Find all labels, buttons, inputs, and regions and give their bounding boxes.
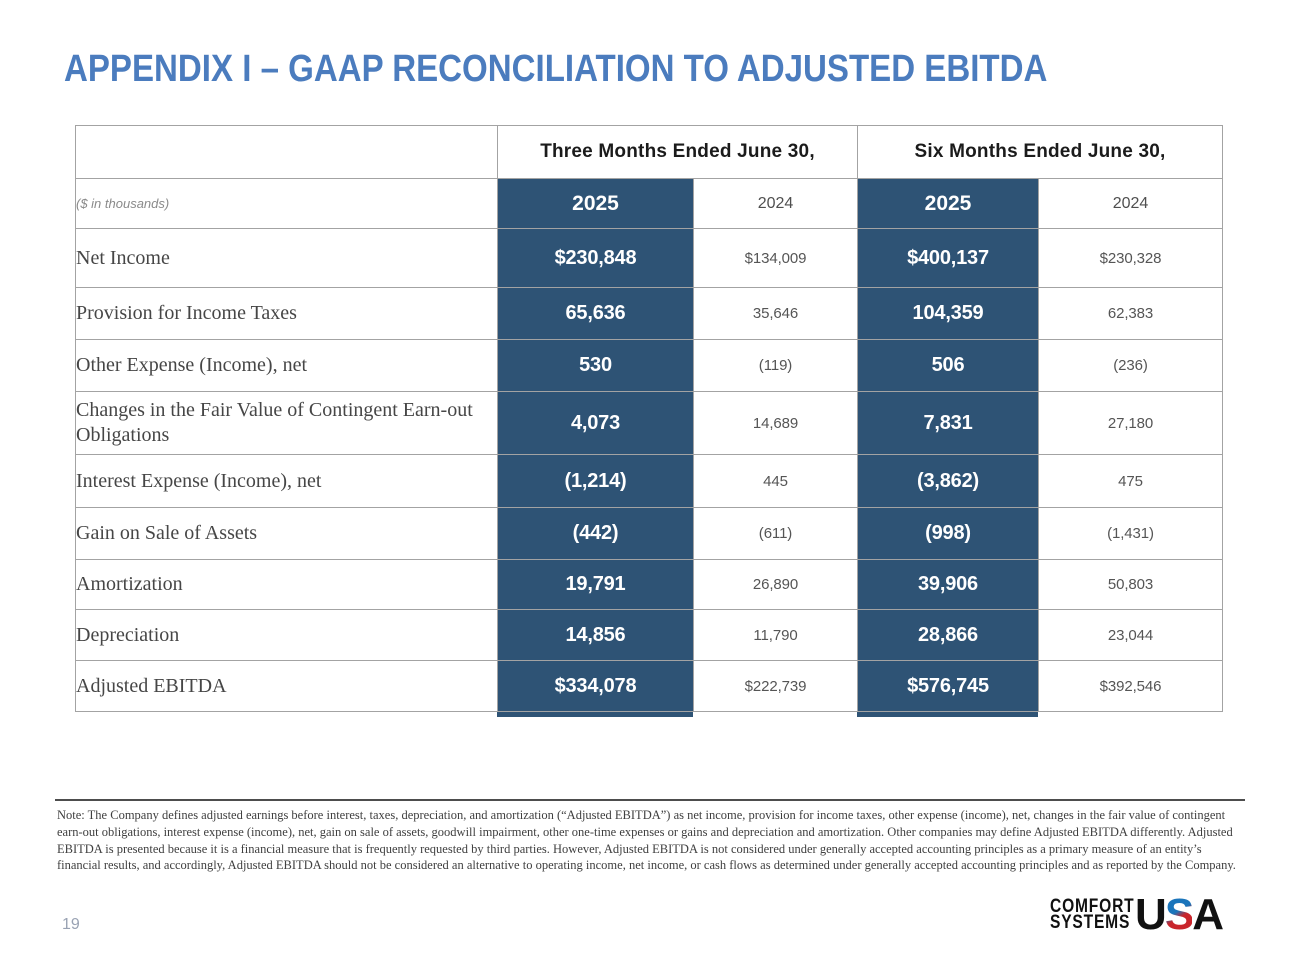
unit-note: ($ in thousands) xyxy=(75,178,498,229)
row-label: Other Expense (Income), net xyxy=(75,339,498,392)
blue-column-overhang xyxy=(497,712,693,717)
value-cell: 11,790 xyxy=(693,609,858,661)
blue-column-overhang xyxy=(857,712,1038,717)
row-label: Interest Expense (Income), net xyxy=(75,454,498,508)
table-group-header-row: Three Months Ended June 30, Six Months E… xyxy=(75,125,1223,179)
reconciliation-table: Three Months Ended June 30, Six Months E… xyxy=(75,125,1223,712)
value-cell: 65,636 xyxy=(497,287,694,340)
table-corner-cell xyxy=(75,125,498,179)
value-cell: 445 xyxy=(693,454,858,508)
table-row-gain-on-sale: Gain on Sale of Assets (442) (611) (998)… xyxy=(75,507,1223,560)
row-label: Amortization xyxy=(75,559,498,610)
group-header-six-months: Six Months Ended June 30, xyxy=(857,125,1223,179)
group-header-three-months: Three Months Ended June 30, xyxy=(497,125,858,179)
value-cell: $576,745 xyxy=(857,660,1039,712)
table-row-other-expense: Other Expense (Income), net 530 (119) 50… xyxy=(75,339,1223,392)
value-cell: 50,803 xyxy=(1038,559,1223,610)
row-label: Net Income xyxy=(75,228,498,288)
year-header-2025-six-months: 2025 xyxy=(857,178,1039,229)
value-cell: 506 xyxy=(857,339,1039,392)
comfort-systems-usa-logo: COMFORT SYSTEMS USA xyxy=(1050,893,1224,937)
reconciliation-table-container: Three Months Ended June 30, Six Months E… xyxy=(75,125,1223,717)
value-cell: (1,431) xyxy=(1038,507,1223,560)
value-cell: (998) xyxy=(857,507,1039,560)
value-cell: 39,906 xyxy=(857,559,1039,610)
page-title: APPENDIX I – GAAP RECONCILIATION TO ADJU… xyxy=(64,48,1048,90)
value-cell: 26,890 xyxy=(693,559,858,610)
value-cell: 28,866 xyxy=(857,609,1039,661)
logo-usa-text: USA xyxy=(1135,893,1224,937)
value-cell: 19,791 xyxy=(497,559,694,610)
value-cell: (611) xyxy=(693,507,858,560)
row-label: Changes in the Fair Value of Contingent … xyxy=(75,391,498,455)
value-cell: (3,862) xyxy=(857,454,1039,508)
footnote-text: Note: The Company defines adjusted earni… xyxy=(57,808,1236,873)
year-header-2024-six-months: 2024 xyxy=(1038,178,1223,229)
value-cell: 104,359 xyxy=(857,287,1039,340)
logo-usa-a: A xyxy=(1192,890,1224,939)
value-cell: 14,856 xyxy=(497,609,694,661)
table-row-amortization: Amortization 19,791 26,890 39,906 50,803 xyxy=(75,559,1223,610)
page-number: 19 xyxy=(62,916,80,933)
value-cell: $400,137 xyxy=(857,228,1039,288)
logo-wordmark: COMFORT SYSTEMS xyxy=(1050,896,1135,933)
value-cell: 27,180 xyxy=(1038,391,1223,455)
logo-usa-u: U xyxy=(1135,890,1167,939)
value-cell: $334,078 xyxy=(497,660,694,712)
logo-word-comfort: COMFORT xyxy=(1050,896,1135,917)
value-cell: (236) xyxy=(1038,339,1223,392)
value-cell: (119) xyxy=(693,339,858,392)
value-cell: 35,646 xyxy=(693,287,858,340)
value-cell: $222,739 xyxy=(693,660,858,712)
value-cell: 475 xyxy=(1038,454,1223,508)
logo-usa-swirl-s-icon: S xyxy=(1164,890,1194,939)
value-cell: $230,848 xyxy=(497,228,694,288)
value-cell: 530 xyxy=(497,339,694,392)
value-cell: 14,689 xyxy=(693,391,858,455)
value-cell: $134,009 xyxy=(693,228,858,288)
table-row-contingent-earnout: Changes in the Fair Value of Contingent … xyxy=(75,391,1223,455)
table-year-header-row: ($ in thousands) 2025 2024 2025 2024 xyxy=(75,178,1223,229)
value-cell: $230,328 xyxy=(1038,228,1223,288)
table-row-adjusted-ebitda: Adjusted EBITDA $334,078 $222,739 $576,7… xyxy=(75,660,1223,712)
table-row-depreciation: Depreciation 14,856 11,790 28,866 23,044 xyxy=(75,609,1223,661)
table-row-interest-expense: Interest Expense (Income), net (1,214) 4… xyxy=(75,454,1223,508)
row-label: Gain on Sale of Assets xyxy=(75,507,498,560)
value-cell: 62,383 xyxy=(1038,287,1223,340)
table-row-net-income: Net Income $230,848 $134,009 $400,137 $2… xyxy=(75,228,1223,288)
row-label: Depreciation xyxy=(75,609,498,661)
row-label: Provision for Income Taxes xyxy=(75,287,498,340)
footer-divider-line xyxy=(55,799,1245,801)
value-cell: $392,546 xyxy=(1038,660,1223,712)
value-cell: (442) xyxy=(497,507,694,560)
year-header-2025-three-months: 2025 xyxy=(497,178,694,229)
value-cell: 23,044 xyxy=(1038,609,1223,661)
row-label: Adjusted EBITDA xyxy=(75,660,498,712)
table-row-provision-income-taxes: Provision for Income Taxes 65,636 35,646… xyxy=(75,287,1223,340)
value-cell: (1,214) xyxy=(497,454,694,508)
value-cell: 7,831 xyxy=(857,391,1039,455)
logo-word-systems: SYSTEMS xyxy=(1050,912,1131,933)
value-cell: 4,073 xyxy=(497,391,694,455)
year-header-2024-three-months: 2024 xyxy=(693,178,858,229)
